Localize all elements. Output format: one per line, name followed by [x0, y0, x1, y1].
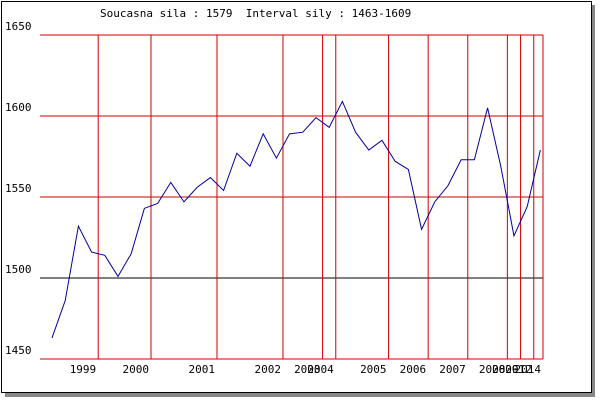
x-tick-label: 2009 — [492, 363, 519, 376]
x-tick-label: 2008 — [479, 363, 506, 376]
x-tick-label: 2014 — [515, 363, 542, 376]
y-tick-label: 1650 — [5, 20, 32, 33]
x-tick-label: 2005 — [360, 363, 387, 376]
x-tick-label: 2007 — [439, 363, 466, 376]
y-tick-label: 1450 — [5, 344, 32, 357]
x-tick-label: 2012 — [505, 363, 532, 376]
x-tick-label: 1999 — [70, 363, 97, 376]
x-tick-label: 2006 — [400, 363, 427, 376]
y-tick-label: 1600 — [5, 101, 32, 114]
data-line — [51, 100, 541, 339]
y-tick-label: 1550 — [5, 182, 32, 195]
x-tick-label: 2004 — [307, 363, 334, 376]
x-tick-label: 2002 — [254, 363, 281, 376]
x-tick-label: 2001 — [188, 363, 215, 376]
y-tick-label: 1500 — [5, 263, 32, 276]
x-tick-label: 2003 — [294, 363, 321, 376]
chart-title: Soucasna sila : 1579 Interval sily : 146… — [100, 7, 411, 20]
x-tick-label: 2000 — [122, 363, 149, 376]
